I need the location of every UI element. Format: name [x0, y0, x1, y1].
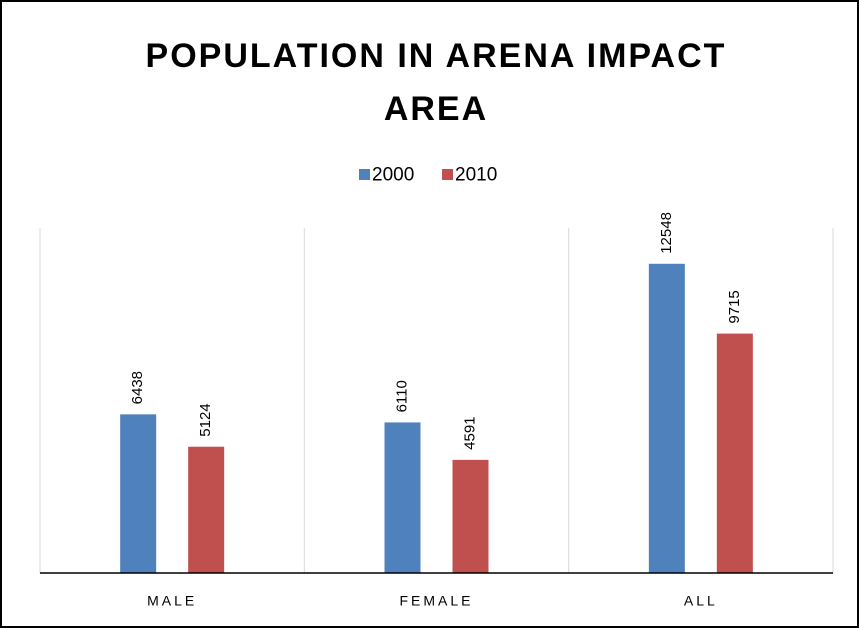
bar [716, 333, 753, 573]
bar [452, 459, 489, 573]
x-tick-label: MALE [147, 593, 197, 609]
value-label: 6438 [129, 371, 146, 404]
value-label: 6110 [393, 380, 410, 412]
legend-swatch [359, 169, 370, 180]
x-tick-label: FEMALE [399, 593, 473, 609]
value-label: 4591 [461, 416, 478, 449]
value-label: 9715 [726, 290, 743, 323]
value-label: 12548 [658, 212, 675, 254]
legend-label: 2010 [455, 165, 497, 186]
chart-title: POPULATION IN ARENA IMPACT AREA [145, 37, 727, 128]
bar [648, 263, 685, 573]
bar [384, 422, 421, 573]
bar [120, 414, 157, 573]
bar [188, 446, 225, 573]
x-tick-label: ALL [684, 593, 718, 609]
legend-swatch [442, 169, 453, 180]
legend-label: 2000 [372, 165, 414, 186]
value-label: 5124 [197, 403, 214, 436]
